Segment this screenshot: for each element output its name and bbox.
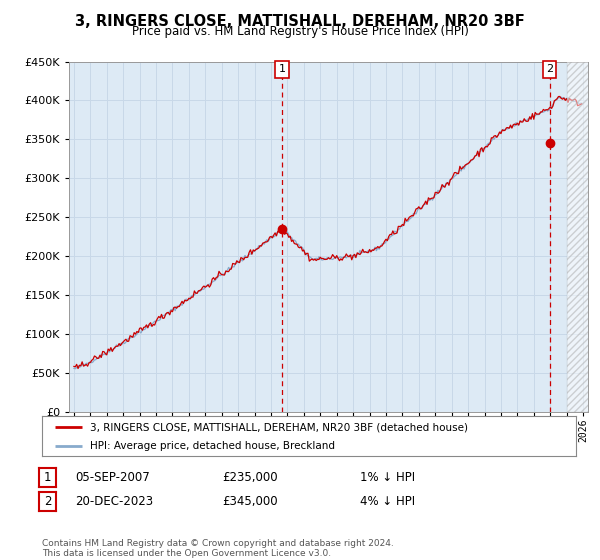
Text: £345,000: £345,000 xyxy=(222,494,278,508)
Text: 3, RINGERS CLOSE, MATTISHALL, DEREHAM, NR20 3BF: 3, RINGERS CLOSE, MATTISHALL, DEREHAM, N… xyxy=(75,14,525,29)
Text: £235,000: £235,000 xyxy=(222,470,278,484)
Text: Price paid vs. HM Land Registry's House Price Index (HPI): Price paid vs. HM Land Registry's House … xyxy=(131,25,469,38)
Text: 1: 1 xyxy=(278,64,286,74)
Text: 2: 2 xyxy=(546,64,553,74)
Text: HPI: Average price, detached house, Breckland: HPI: Average price, detached house, Brec… xyxy=(90,441,335,451)
Text: 20-DEC-2023: 20-DEC-2023 xyxy=(75,494,153,508)
Text: 4% ↓ HPI: 4% ↓ HPI xyxy=(360,494,415,508)
Text: 1% ↓ HPI: 1% ↓ HPI xyxy=(360,470,415,484)
Text: 1: 1 xyxy=(44,470,51,484)
Text: 3, RINGERS CLOSE, MATTISHALL, DEREHAM, NR20 3BF (detached house): 3, RINGERS CLOSE, MATTISHALL, DEREHAM, N… xyxy=(90,422,468,432)
Text: Contains HM Land Registry data © Crown copyright and database right 2024.
This d: Contains HM Land Registry data © Crown c… xyxy=(42,539,394,558)
Text: 2: 2 xyxy=(44,494,51,508)
Text: 05-SEP-2007: 05-SEP-2007 xyxy=(75,470,150,484)
